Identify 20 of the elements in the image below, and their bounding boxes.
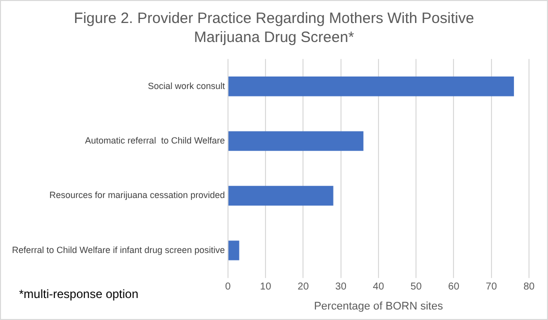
bar	[228, 131, 364, 151]
x-tick-label: 20	[298, 282, 310, 293]
x-tick-label: 60	[448, 282, 460, 293]
x-tick-label: 0	[225, 282, 232, 293]
text: *multi-response option	[19, 287, 138, 301]
y-tick-label: Social work consult	[148, 80, 226, 91]
y-tick-label: Automatic referral to Child Welfare	[85, 136, 225, 146]
x-tick-label: 50	[410, 282, 422, 293]
x-tick-label: 30	[335, 282, 347, 293]
y-tick-label: Resources for marijuana cessation provided	[49, 190, 225, 200]
x-tick-label: 70	[486, 282, 498, 293]
bar	[228, 186, 334, 206]
x-tick-label: 40	[372, 282, 384, 293]
x-tick-label: 10	[260, 282, 272, 293]
y-tick-label: Referral to Child Welfare if infant drug screen positive	[12, 244, 225, 255]
x-axis-title: Percentage of BORN sites	[314, 300, 444, 312]
bar	[228, 76, 514, 96]
bar	[228, 240, 240, 260]
chart-title: Figure 2. Provider Practice Regarding Mothers With Positive Marijuana Drug Screen*	[72, 9, 476, 47]
x-tick-label: 80	[523, 282, 535, 293]
